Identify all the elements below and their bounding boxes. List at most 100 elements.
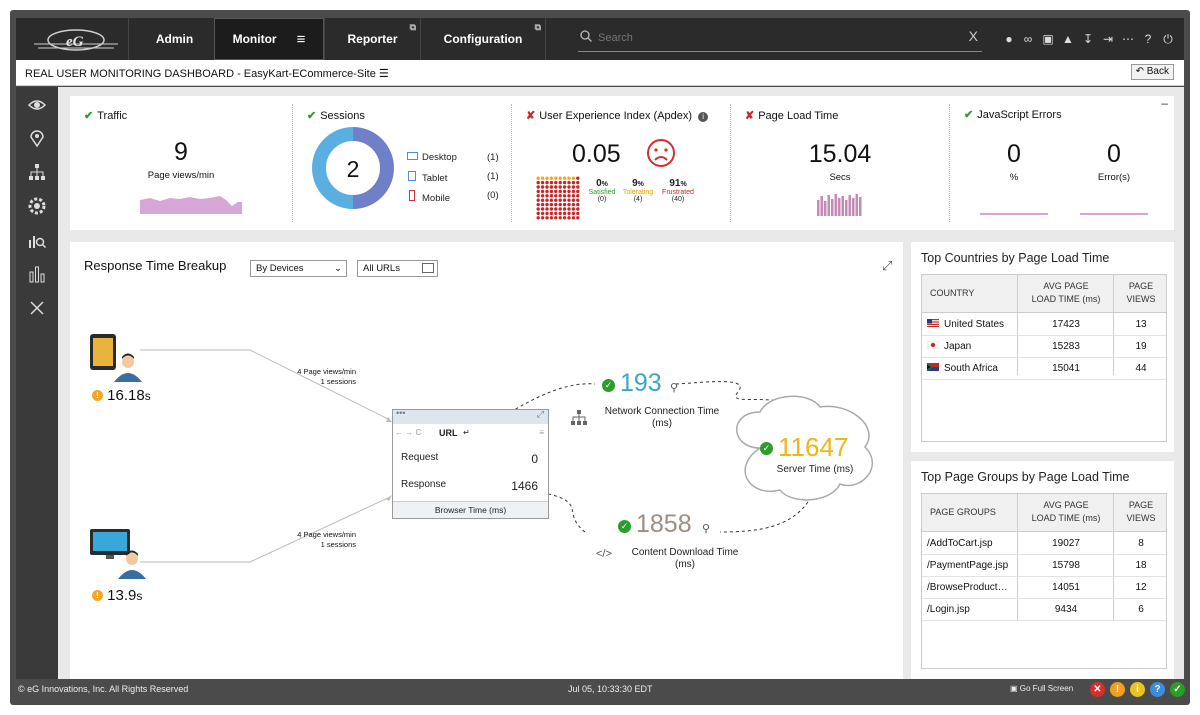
apdex-dot <box>558 207 562 211</box>
expand-icon[interactable]: ⤢ <box>882 258 893 273</box>
page-group-views: 12 <box>1135 582 1147 593</box>
apdex-dot <box>554 185 558 189</box>
apdex-dot <box>540 198 545 202</box>
error-x-icon: ✘ <box>745 110 755 122</box>
tab-reporter[interactable]: Reporter ⧉ <box>324 18 420 60</box>
col-avg-line2: LOAD TIME (ms) <box>1031 294 1101 304</box>
apdex-dot <box>571 216 576 220</box>
col-views-line1: PAGE <box>1128 281 1154 291</box>
download-icon[interactable]: ↧ <box>1082 32 1094 46</box>
legend-mobile: Mobile (0) <box>407 190 499 204</box>
response-label: Response <box>401 479 447 490</box>
apdex-frustrated: 91% Frustrated (40) <box>656 178 700 203</box>
apdex-dot <box>576 198 580 202</box>
country-load-time: 15283 <box>1052 341 1080 352</box>
column-divider <box>1113 494 1114 621</box>
apdex-dot <box>540 202 545 207</box>
eg-logo[interactable]: eG <box>28 26 124 54</box>
help-icon[interactable]: ? <box>1144 32 1152 46</box>
apdex-dot <box>576 194 580 198</box>
calendar-icon[interactable] <box>422 263 434 273</box>
kpi-apdex[interactable]: ✘ User Experience Index (Apdex) i 0.05 0% … <box>512 96 730 228</box>
satisfied-pct: 0 <box>596 178 602 189</box>
tablet-time-value: 16.18 <box>107 387 145 404</box>
table-row[interactable]: /BrowseProduct… 14051 12 <box>922 577 1166 599</box>
apdex-dot <box>549 207 554 211</box>
tab-configuration[interactable]: Configuration ⧉ <box>420 18 546 60</box>
column-divider <box>1017 494 1018 621</box>
login-icon[interactable]: ⇥ <box>1102 32 1114 46</box>
check-icon: ✔ <box>307 110 317 122</box>
device-filter-dropdown[interactable]: By Devices ⌄ <box>250 260 347 277</box>
fullscreen-icon: ▣ <box>1010 684 1020 693</box>
zoom-icon[interactable]: ⚲ <box>702 523 711 535</box>
kpi-title: ✘ Page Load Time <box>745 109 838 122</box>
minor-alerts-icon[interactable]: i <box>1130 682 1145 697</box>
zoom-icon[interactable]: ⚲ <box>670 382 679 394</box>
table-row[interactable]: /Login.jsp 9434 6 <box>922 599 1166 621</box>
kpi-divider <box>511 104 512 222</box>
country-load-time: 17423 <box>1052 319 1080 330</box>
table-row[interactable]: South Africa 15041 44 <box>922 358 1166 380</box>
back-button[interactable]: ↶ Back <box>1130 64 1174 80</box>
apdex-dot <box>549 194 554 198</box>
image-icon[interactable]: ▣ <box>1042 32 1054 46</box>
apdex-dot <box>549 211 554 216</box>
tab-monitor[interactable]: Monitor ≡ <box>214 18 324 60</box>
table-row[interactable]: /AddToCart.jsp 19027 8 <box>922 533 1166 555</box>
footer-bar: © eG Innovations, Inc. All Rights Reserv… <box>16 679 1185 699</box>
kpi-title: ✘ User Experience Index (Apdex) i <box>526 109 709 122</box>
normal-status-icon[interactable]: ✓ <box>1170 682 1185 697</box>
bell-icon[interactable]: ▲ <box>1062 32 1074 46</box>
col-avg-load-time: AVG PAGE LOAD TIME (ms) <box>1018 280 1114 306</box>
search-input[interactable] <box>598 29 938 47</box>
minimize-icon[interactable]: – <box>1161 96 1168 110</box>
power-icon[interactable]: ⏻ <box>1163 32 1173 46</box>
bar-chart-icon[interactable] <box>27 264 47 284</box>
critical-alerts-icon[interactable]: ✕ <box>1090 682 1105 697</box>
tablet-user-icon[interactable] <box>88 332 144 384</box>
desktop-time-unit: s <box>136 589 143 603</box>
page-group-views: 8 <box>1138 538 1144 549</box>
browser-url-bar: ← → C URL ↵ ≡ <box>395 428 546 440</box>
more-icon[interactable]: ⋯ <box>1122 32 1134 46</box>
tablet-sessions: 1 sessions <box>320 377 356 386</box>
url-filter-dropdown[interactable]: All URLs <box>357 260 438 277</box>
close-icon[interactable] <box>27 298 47 318</box>
jserrors-pct-value: 0 <box>1007 140 1021 168</box>
desktop-user-icon[interactable] <box>88 527 148 579</box>
apdex-dot <box>554 176 558 180</box>
user-icon[interactable]: ● <box>1005 32 1013 46</box>
settings-gear-icon[interactable] <box>27 196 47 216</box>
table-row[interactable]: /PaymentPage.jsp 15798 18 <box>922 555 1166 577</box>
eye-icon[interactable] <box>27 95 47 115</box>
kpi-traffic[interactable]: ✔ Traffic 9 Page views/min <box>70 96 292 228</box>
download-label-line1: Content Download Time <box>631 547 739 558</box>
kpi-page-load-time[interactable]: ✘ Page Load Time 15.04 Secs <box>731 96 949 228</box>
traffic-value: 9 <box>174 138 188 166</box>
back-button-label: Back <box>1146 66 1169 77</box>
link-icon[interactable]: ∞ <box>1023 32 1033 46</box>
network-topology-icon[interactable] <box>27 162 47 182</box>
table-row[interactable]: United States 17423 13 <box>922 314 1166 336</box>
kpi-sessions[interactable]: ✔ Sessions 2 Desktop (1) Tablet (1) Mobile (… <box>293 96 511 228</box>
browser-window-card[interactable]: ••• ⤢ ← → C URL ↵ ≡ Request 0 Response 1466 … <box>392 408 549 519</box>
apdex-dot <box>567 216 571 220</box>
hamburger-icon[interactable]: ≡ <box>296 30 306 48</box>
table-row[interactable]: Japan 15283 19 <box>922 336 1166 358</box>
apdex-dot <box>576 202 580 207</box>
location-pin-icon[interactable] <box>27 128 47 148</box>
clear-search-button[interactable]: X <box>968 28 978 44</box>
help-alerts-icon[interactable]: ? <box>1150 682 1165 697</box>
tab-admin[interactable]: Admin <box>128 18 220 60</box>
svg-text:eG: eG <box>66 34 84 50</box>
column-divider <box>1017 275 1018 375</box>
major-alerts-icon[interactable]: ! <box>1110 682 1125 697</box>
jserrors-count-value: 0 <box>1107 140 1121 168</box>
fullscreen-button[interactable]: ▣ Go Full Screen <box>1010 684 1073 693</box>
info-icon[interactable]: i <box>698 112 709 122</box>
kpi-javascript-errors[interactable]: ✔ JavaScript Errors 0 % 0 Error(s) <box>950 96 1172 228</box>
analytics-search-icon[interactable] <box>27 230 47 250</box>
kpi-strip: – ✔ Traffic 9 Page views/min ✔ Sessions 2 <box>70 96 1174 230</box>
layers-icon[interactable]: ☰ <box>378 68 389 80</box>
